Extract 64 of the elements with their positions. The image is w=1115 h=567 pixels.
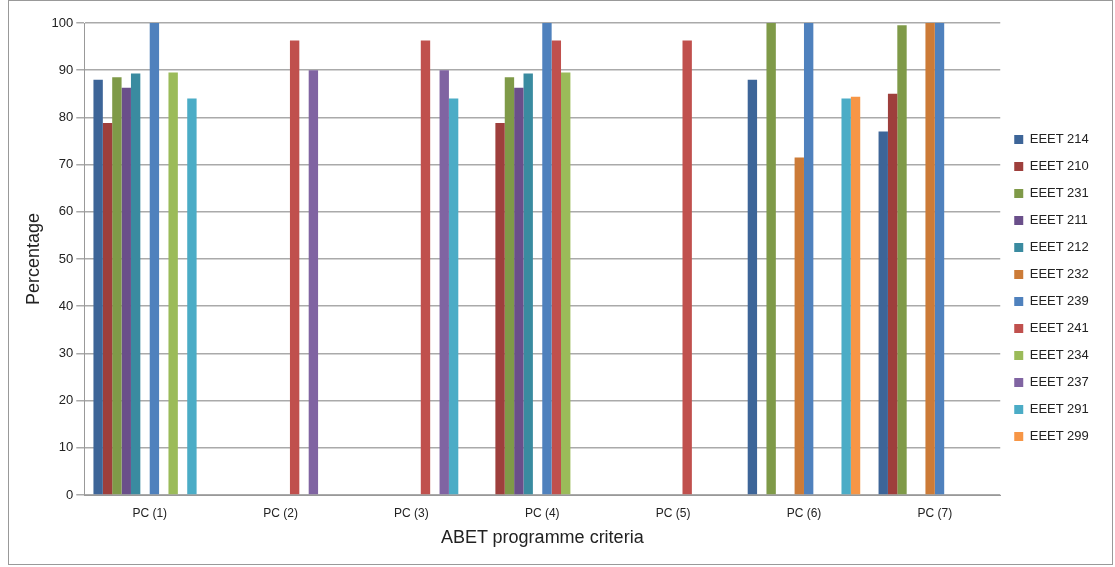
x-axis-title: ABET programme criteria [440, 527, 645, 548]
bar [682, 40, 692, 495]
x-tick-label: PC (6) [786, 505, 822, 520]
bar [850, 96, 861, 495]
y-tick-label: 20 [58, 392, 74, 408]
bar [93, 79, 103, 495]
y-tick-label: 30 [58, 344, 74, 360]
legend-label: EEET 211 [1029, 212, 1088, 228]
bar [308, 70, 319, 495]
bar [561, 72, 571, 495]
legend-label: EEET 234 [1029, 347, 1089, 363]
y-tick-label: 70 [58, 156, 74, 172]
bar [187, 98, 197, 495]
bar [168, 72, 178, 495]
legend-label: EEET 214 [1029, 131, 1089, 147]
bar [794, 157, 804, 495]
bar [130, 73, 141, 495]
y-tick-label: 100 [51, 14, 74, 30]
bar [747, 79, 758, 495]
legend-label: EEET 291 [1029, 401, 1089, 417]
y-tick-label: 0 [66, 486, 74, 502]
bar [523, 73, 533, 495]
legend-label: EEET 232 [1029, 266, 1089, 282]
bar [925, 23, 935, 495]
x-tick-label: PC (1) [132, 505, 168, 520]
y-tick-label: 90 [58, 61, 74, 77]
bar [121, 87, 131, 495]
bar [897, 25, 907, 495]
x-tick-label: PC (4) [524, 505, 560, 520]
bar [149, 23, 160, 495]
x-tick-label: PC (3) [394, 505, 429, 520]
x-tick-label: PC (2) [263, 505, 298, 520]
bar [504, 77, 515, 495]
bar [420, 40, 431, 495]
x-tick-label: PC (7) [917, 505, 953, 520]
bar [841, 98, 851, 495]
y-tick-label: 80 [58, 108, 74, 124]
bar [495, 123, 505, 495]
y-axis-title: Percentage [22, 212, 43, 306]
y-tick-label: 10 [58, 439, 74, 455]
bar [887, 93, 898, 495]
x-tick-label: PC (5) [655, 505, 691, 520]
bar [766, 23, 776, 495]
bar [542, 23, 552, 495]
y-tick-label: 40 [58, 297, 74, 313]
bar [112, 77, 122, 495]
bar [102, 123, 113, 495]
legend-label: EEET 237 [1029, 374, 1089, 390]
bar [934, 23, 945, 495]
bar [439, 70, 449, 495]
bar [448, 98, 459, 495]
legend-label: EEET 239 [1029, 293, 1089, 309]
legend-label: EEET 231 [1029, 185, 1089, 201]
bar [878, 131, 888, 495]
bar [289, 40, 300, 495]
legend-label: EEET 299 [1029, 428, 1089, 444]
y-tick-label: 50 [58, 250, 74, 266]
legend-label: EEET 210 [1029, 158, 1089, 174]
bar [803, 23, 814, 495]
legend-label: EEET 241 [1029, 320, 1089, 336]
bar [514, 87, 524, 495]
legend-label: EEET 212 [1029, 239, 1089, 255]
bar [551, 40, 562, 495]
y-tick-label: 60 [58, 203, 74, 219]
